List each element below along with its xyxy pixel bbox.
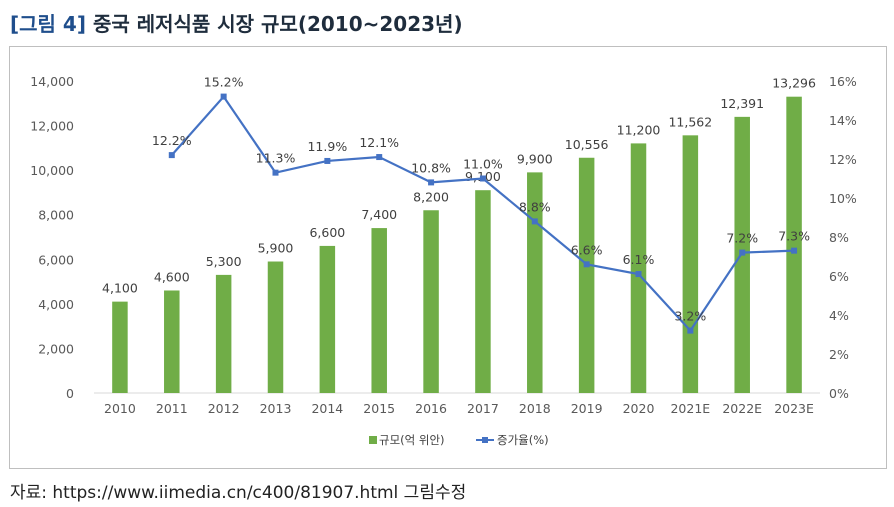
figure-title: [그림 4] 중국 레저식품 시장 규모(2010~2023년) xyxy=(10,8,463,37)
growth-rate-label: 7.2% xyxy=(726,231,758,246)
chart-frame: 0 2,000 4,000 6,000 8,000 10,000 12,000 14,000 0… xyxy=(9,46,887,469)
x-axis-tick-label: 2011 xyxy=(156,401,188,416)
bar-value-label: 11,562 xyxy=(668,114,712,129)
left-axis-tick-label: 4,000 xyxy=(38,297,74,312)
source-note: 자료: https://www.iimedia.cn/c400/81907.ht… xyxy=(10,483,467,503)
growth-rate-label: 12.2% xyxy=(152,133,192,148)
x-axis-tick-label: 2012 xyxy=(208,401,240,416)
bar xyxy=(786,96,802,393)
right-axis-tick-label: 0% xyxy=(829,386,849,401)
growth-rate-marker xyxy=(168,152,175,159)
bar-value-label: 8,200 xyxy=(413,189,449,204)
growth-rate-label: 11.9% xyxy=(307,139,347,154)
growth-rate-label: 6.1% xyxy=(623,252,655,267)
bar-value-label: 6,600 xyxy=(309,225,345,240)
left-axis-tick-label: 12,000 xyxy=(30,119,74,134)
x-axis-tick-label: 2014 xyxy=(311,401,343,416)
right-axis-tick-label: 10% xyxy=(829,191,857,206)
left-axis-tick-label: 0 xyxy=(66,386,74,401)
bar-value-label: 10,556 xyxy=(565,137,609,152)
bar xyxy=(578,157,595,393)
bar xyxy=(267,261,284,393)
growth-rate-label: 11.3% xyxy=(256,151,296,166)
left-axis-tick-label: 6,000 xyxy=(38,252,74,267)
growth-rate-label: 11.0% xyxy=(463,157,503,172)
bar-value-label: 4,100 xyxy=(102,281,138,296)
legend-line-marker xyxy=(482,437,488,443)
left-axis-tick-label: 2,000 xyxy=(38,341,74,356)
growth-rate-label: 6.6% xyxy=(571,242,603,257)
bar xyxy=(630,143,647,393)
growth-rate-marker xyxy=(376,154,383,161)
x-axis-tick-label: 2020 xyxy=(623,401,655,416)
growth-rate-label: 8.8% xyxy=(519,199,551,214)
growth-rate-marker xyxy=(479,175,486,182)
growth-rate-marker xyxy=(583,261,590,268)
chart-svg: 0 2,000 4,000 6,000 8,000 10,000 12,000 14,000 0… xyxy=(30,74,857,447)
legend-bar-label: 규모(억 위안) xyxy=(379,433,445,447)
x-axis-tick-label: 2023E xyxy=(774,401,814,416)
x-axis-tick-label: 2019 xyxy=(571,401,603,416)
bar-value-label: 9,900 xyxy=(517,151,553,166)
x-axis-tick-label: 2010 xyxy=(104,401,136,416)
left-axis-tick-label: 14,000 xyxy=(30,74,74,89)
legend-line-label: 증가율(%) xyxy=(497,433,549,447)
bar-value-label: 4,600 xyxy=(154,269,190,284)
bar xyxy=(164,290,180,393)
bar xyxy=(371,228,387,393)
left-axis-tick-label: 8,000 xyxy=(38,208,74,223)
growth-rate-label: 12.1% xyxy=(359,135,399,150)
left-axis-tick-label: 10,000 xyxy=(30,163,74,178)
right-axis-tick-label: 6% xyxy=(829,269,849,284)
right-axis-tick-label: 4% xyxy=(829,308,849,323)
growth-rate-marker xyxy=(531,218,538,225)
growth-rate-marker xyxy=(220,93,227,100)
growth-rate-marker xyxy=(324,157,331,164)
growth-rate-marker xyxy=(791,247,798,254)
growth-rate-marker xyxy=(635,271,642,278)
growth-rate-label: 15.2% xyxy=(204,75,244,90)
growth-rate-label: 7.3% xyxy=(778,229,810,244)
bar-value-label: 11,200 xyxy=(617,122,661,137)
growth-rate-label: 3.2% xyxy=(674,309,706,324)
right-axis-tick-label: 2% xyxy=(829,347,849,362)
x-axis-tick-label: 2021E xyxy=(670,401,710,416)
growth-rate-label: 10.8% xyxy=(411,160,451,175)
bar-value-label: 5,300 xyxy=(206,254,242,269)
figure-tag: [그림 4] xyxy=(10,12,86,36)
bar xyxy=(319,245,336,393)
growth-rate-marker xyxy=(272,169,279,176)
x-axis-tick-label: 2015 xyxy=(363,401,395,416)
bar xyxy=(475,190,491,393)
bar xyxy=(215,274,232,393)
right-axis-tick-label: 14% xyxy=(829,113,857,128)
bar-value-label: 5,900 xyxy=(258,241,294,256)
legend-bar-swatch xyxy=(369,436,377,444)
right-axis-tick-label: 8% xyxy=(829,230,849,245)
bar-value-label: 12,391 xyxy=(720,96,764,111)
bar xyxy=(682,135,699,393)
bar xyxy=(527,172,543,393)
bar-value-label: 7,400 xyxy=(361,207,397,222)
growth-rate-marker xyxy=(739,249,746,256)
growth-rate-marker xyxy=(687,327,694,334)
x-axis-tick-label: 2022E xyxy=(722,401,762,416)
bar-value-label: 13,296 xyxy=(772,76,816,91)
x-axis-tick-label: 2017 xyxy=(467,401,499,416)
right-axis-tick-label: 12% xyxy=(829,152,857,167)
x-axis-tick-label: 2016 xyxy=(415,401,447,416)
bar xyxy=(112,301,128,393)
growth-rate-marker xyxy=(428,179,435,186)
x-axis-tick-label: 2013 xyxy=(260,401,292,416)
bar xyxy=(423,210,439,393)
x-axis-tick-label: 2018 xyxy=(519,401,551,416)
figure-title-text: 중국 레저식품 시장 규모(2010~2023년) xyxy=(92,12,463,36)
right-axis-tick-label: 16% xyxy=(829,74,857,89)
